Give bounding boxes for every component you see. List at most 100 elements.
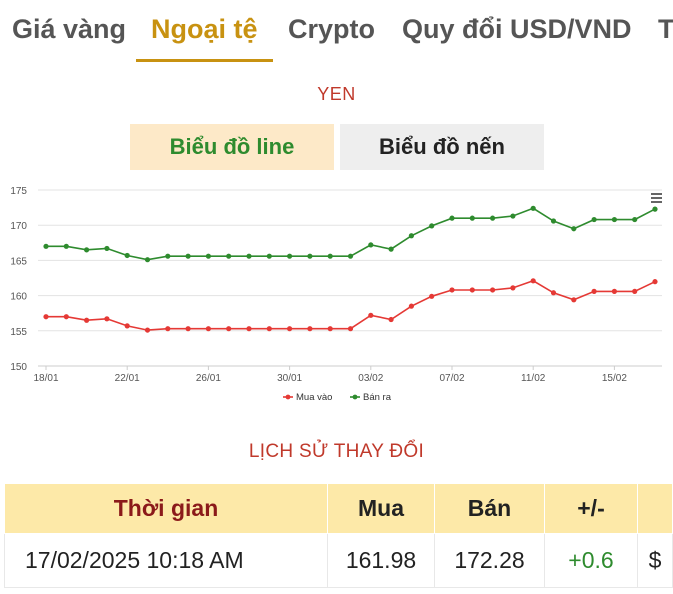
data-point xyxy=(287,326,293,332)
data-point xyxy=(571,297,577,303)
data-point xyxy=(388,316,394,323)
data-point xyxy=(408,303,414,309)
data-point xyxy=(550,218,557,224)
data-point xyxy=(165,326,171,332)
data-point xyxy=(43,314,49,320)
data-point xyxy=(611,216,618,223)
data-point xyxy=(226,253,232,259)
tab-ngoai-te[interactable]: Ngoại tệ xyxy=(151,14,258,44)
price-line-chart: 150 155 160 165 170 175 18/01 22/01 26/01 30/01 03… xyxy=(10,186,662,403)
data-point xyxy=(591,216,597,223)
data-point xyxy=(591,288,597,294)
table-row: 17/02/2025 10:18 AM 161.98 172.28 +0.6 $ xyxy=(4,533,673,588)
data-point xyxy=(124,323,130,329)
x-tick-label: 07/02 xyxy=(439,373,464,384)
data-point xyxy=(347,253,354,259)
line-chart-button[interactable]: Biểu đồ line xyxy=(130,124,334,170)
data-point xyxy=(205,253,211,259)
tab-overflow[interactable]: T xyxy=(658,14,673,44)
legend-label: Mua vào xyxy=(296,392,332,403)
x-tick-label: 11/02 xyxy=(521,373,546,384)
data-point xyxy=(449,287,455,293)
data-point xyxy=(287,253,293,259)
header-buy: Mua xyxy=(327,483,435,534)
x-tick-label: 03/02 xyxy=(358,373,383,384)
row-extra: $ xyxy=(637,533,673,588)
header-time: Thời gian xyxy=(4,483,328,534)
data-point xyxy=(165,253,171,259)
y-tick-label: 150 xyxy=(10,362,27,373)
data-point xyxy=(408,233,414,239)
hamburger-menu-icon[interactable] xyxy=(651,193,662,203)
data-point xyxy=(490,215,496,221)
data-point xyxy=(63,314,69,320)
data-point xyxy=(185,326,191,332)
data-point xyxy=(347,326,354,332)
data-point xyxy=(469,215,475,221)
data-point xyxy=(429,223,435,229)
data-point xyxy=(226,326,232,332)
data-point xyxy=(266,326,272,332)
tab-gia-vang[interactable]: Giá vàng xyxy=(12,14,127,44)
data-point xyxy=(368,242,374,248)
x-tick-label: 26/01 xyxy=(196,373,221,384)
data-point xyxy=(43,243,49,249)
data-point xyxy=(469,287,475,293)
data-point xyxy=(307,253,313,259)
series-line-buy xyxy=(46,279,656,331)
row-change: +0.6 xyxy=(544,533,638,588)
x-tick-label: 30/01 xyxy=(277,373,302,384)
data-point xyxy=(84,317,90,323)
x-tick-label: 15/02 xyxy=(602,373,627,384)
data-point xyxy=(266,253,272,259)
data-point xyxy=(550,290,557,296)
tab-bar: Giá vàng Ngoại tệ Crypto Quy đổi USD/VND… xyxy=(0,0,673,62)
data-point xyxy=(205,326,211,332)
data-point xyxy=(63,243,69,249)
data-point xyxy=(368,312,374,318)
tab-quy-doi[interactable]: Quy đổi USD/VND xyxy=(402,14,632,44)
data-point xyxy=(652,206,658,212)
data-point xyxy=(246,253,252,259)
data-point xyxy=(388,246,394,252)
data-point xyxy=(632,288,638,294)
y-tick-label: 165 xyxy=(10,256,27,267)
currency-title: YEN xyxy=(317,84,356,104)
data-point xyxy=(84,247,90,253)
data-point xyxy=(104,245,110,252)
y-tick-label: 170 xyxy=(10,221,27,232)
data-point xyxy=(530,278,536,284)
data-point xyxy=(510,213,516,219)
data-point xyxy=(652,279,658,285)
data-point xyxy=(510,285,516,291)
data-point xyxy=(124,252,130,259)
data-point xyxy=(144,257,151,263)
data-point xyxy=(104,316,110,322)
data-point xyxy=(246,326,252,332)
legend-marker xyxy=(285,394,291,400)
data-point xyxy=(611,288,618,294)
header-extra xyxy=(637,483,673,534)
candlestick-chart-button[interactable]: Biểu đồ nến xyxy=(340,124,544,170)
row-time: 17/02/2025 10:18 AM xyxy=(4,533,328,588)
y-tick-label: 160 xyxy=(10,292,27,303)
header-sell: Bán xyxy=(434,483,545,534)
data-point xyxy=(530,205,536,211)
x-tick-label: 22/01 xyxy=(115,373,140,384)
data-point xyxy=(327,253,333,259)
row-buy: 161.98 xyxy=(327,533,435,588)
data-point xyxy=(327,326,333,332)
legend-label: Bán ra xyxy=(363,392,392,403)
y-tick-label: 175 xyxy=(10,186,27,197)
x-tick-label: 18/01 xyxy=(33,373,58,384)
data-point xyxy=(571,226,577,232)
data-point xyxy=(185,253,191,259)
history-title: LỊCH SỬ THAY ĐỔI xyxy=(248,441,425,462)
data-point xyxy=(429,293,435,299)
active-tab-indicator xyxy=(136,59,273,62)
header-change: +/- xyxy=(544,483,638,534)
table-header-row: Thời gian Mua Bán +/- xyxy=(4,483,673,534)
data-point xyxy=(490,287,496,293)
history-table: Thời gian Mua Bán +/- 17/02/2025 10:18 A… xyxy=(4,483,673,588)
tab-crypto[interactable]: Crypto xyxy=(288,14,375,44)
